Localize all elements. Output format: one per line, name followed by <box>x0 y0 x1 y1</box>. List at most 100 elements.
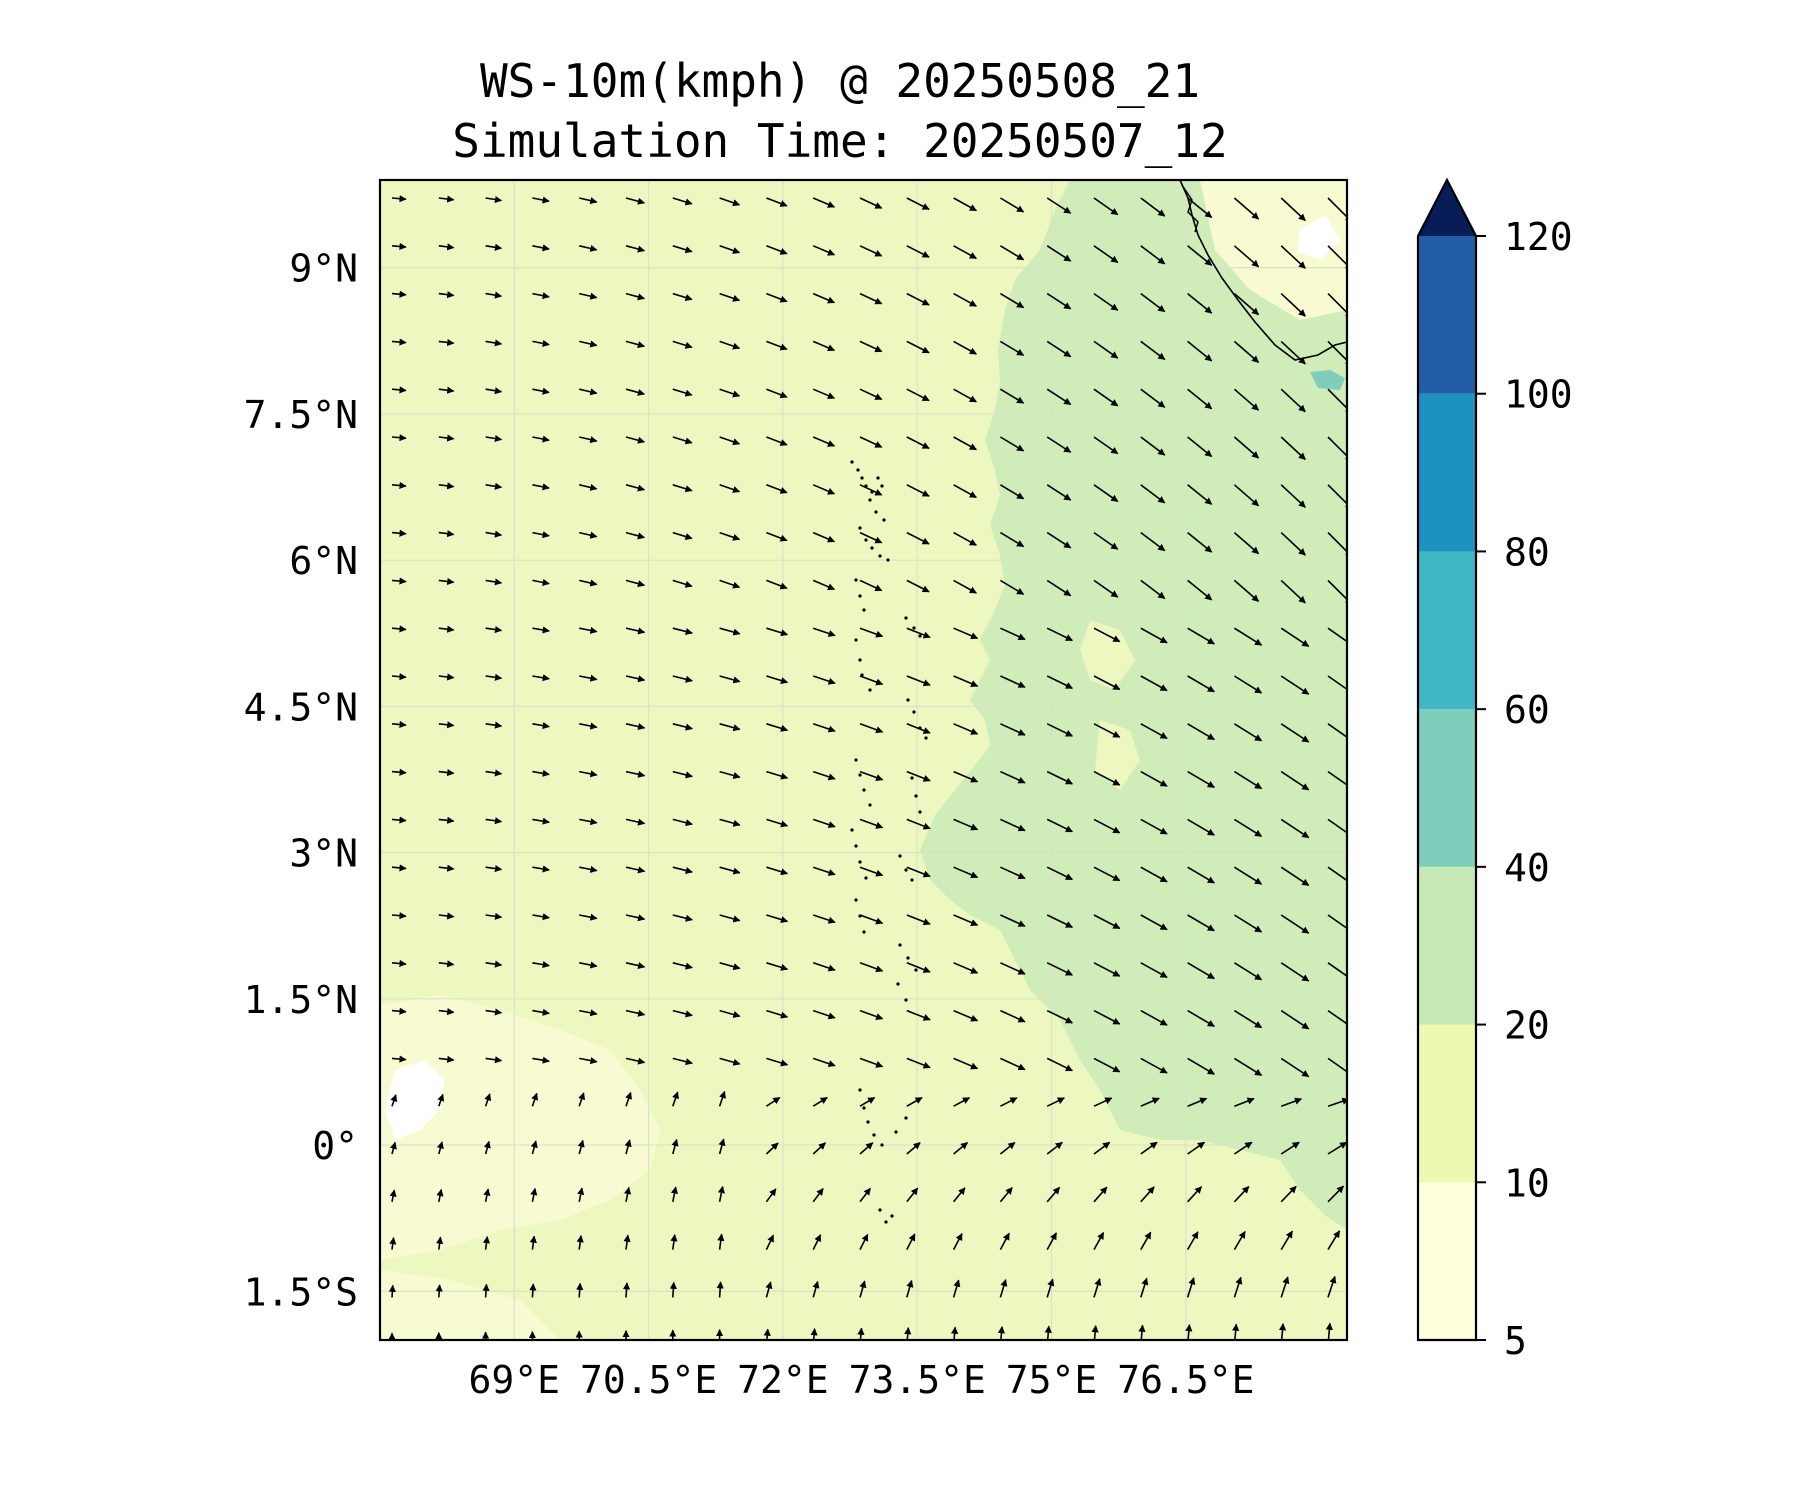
wind-vector <box>672 1091 679 1107</box>
wind-vector <box>1233 579 1260 602</box>
wind-vector <box>438 195 455 203</box>
wind-vector <box>1046 388 1072 406</box>
wind-vector <box>579 865 598 873</box>
wind-vector <box>718 1090 726 1107</box>
wind-vector <box>1327 1185 1345 1203</box>
island <box>912 626 916 630</box>
island <box>898 854 902 858</box>
wind-vector <box>766 723 789 732</box>
wind-vector <box>1093 675 1121 691</box>
wind-vector <box>1233 914 1263 933</box>
wind-vector <box>672 818 693 827</box>
wind-vector <box>1325 1322 1333 1340</box>
wind-vector <box>1187 723 1215 741</box>
wind-vector <box>1140 627 1168 644</box>
wind-vector <box>672 1009 693 1018</box>
wind-vector <box>391 338 407 346</box>
wind-vector <box>766 484 788 494</box>
wind-vector <box>485 673 503 681</box>
colorbar-segment <box>1418 551 1476 710</box>
wind-vector <box>766 627 789 637</box>
island <box>854 898 858 902</box>
island-markers <box>850 460 928 1224</box>
wind-vector <box>438 434 455 442</box>
wind-vector <box>1140 436 1166 456</box>
wind-vector <box>859 1057 884 1068</box>
wind-vector <box>389 1236 397 1250</box>
wind-vector <box>859 1142 874 1155</box>
wind-vector <box>812 1188 824 1203</box>
wind-vector <box>1093 627 1121 643</box>
wind-vector <box>438 768 455 777</box>
wind-vector <box>391 577 407 585</box>
map-title: WS-10m(kmph) @ 20250508_21 <box>479 54 1201 108</box>
island <box>904 1116 908 1120</box>
wind-vector <box>624 1186 632 1202</box>
wind-vector <box>1046 1009 1074 1024</box>
lon-tick-label: 75°E <box>1006 1358 1098 1402</box>
wind-vector <box>438 530 455 538</box>
island <box>906 698 910 702</box>
wind-vector <box>1046 579 1072 597</box>
wind-vector <box>579 961 598 969</box>
wind-vector <box>859 723 884 734</box>
wind-vector <box>1138 1324 1146 1340</box>
wind-vector <box>625 722 646 731</box>
lon-tick-label: 73.5°E <box>849 1358 986 1402</box>
island <box>874 510 878 514</box>
colorbar-segment <box>1418 1024 1476 1183</box>
wind-vector <box>625 579 646 588</box>
island <box>858 1088 862 1092</box>
wind-vector <box>1140 818 1168 835</box>
island <box>850 828 854 832</box>
wind-vector <box>859 1009 884 1020</box>
wind-vector <box>531 1092 539 1107</box>
wind-vector <box>1000 866 1026 880</box>
wind-vector <box>625 484 646 492</box>
wind-vector <box>485 291 503 299</box>
wind-contour-5-10 <box>1200 180 1347 320</box>
wind-vector <box>672 388 693 397</box>
wind-vector <box>719 866 741 875</box>
wind-vector <box>1000 818 1026 832</box>
wind-vector <box>1233 388 1260 411</box>
wind-vector <box>483 1140 491 1155</box>
wind-vector <box>579 388 598 396</box>
wind-vector <box>812 1096 828 1107</box>
island <box>868 803 872 807</box>
lat-tick-label: 9°N <box>289 247 358 291</box>
wind-vector <box>1280 579 1306 604</box>
wind-vector <box>812 197 836 208</box>
wind-vector <box>672 245 693 254</box>
map-panel <box>380 180 1347 1340</box>
island <box>882 518 886 522</box>
wind-vector <box>953 340 977 355</box>
wind-vector <box>719 531 741 541</box>
wind-vector <box>859 388 883 401</box>
island <box>868 688 872 692</box>
island <box>866 1120 870 1124</box>
wind-vector <box>1186 1277 1196 1298</box>
wind-vector <box>1327 914 1347 930</box>
island <box>868 498 872 502</box>
wind-vector <box>1187 914 1215 932</box>
wind-vector <box>765 1188 777 1203</box>
wind-vector <box>485 1008 503 1016</box>
wind-vector <box>906 723 931 734</box>
wind-vector <box>672 866 693 874</box>
wind-vector <box>389 1141 397 1155</box>
wind-vector <box>1233 627 1263 646</box>
wind-vector <box>532 292 550 300</box>
wind-vector <box>812 675 836 685</box>
wind-vector <box>906 1096 923 1107</box>
wind-vector <box>904 1327 912 1340</box>
wind-vector <box>1187 1141 1206 1155</box>
wind-vector <box>906 340 930 354</box>
wind-vector <box>1093 1141 1111 1155</box>
map-subtitle: Simulation Time: 20250507_12 <box>452 114 1228 168</box>
wind-vector <box>952 1233 963 1250</box>
wind-vector <box>1046 531 1072 549</box>
wind-vector <box>1327 962 1347 978</box>
wind-vector <box>1280 818 1310 839</box>
